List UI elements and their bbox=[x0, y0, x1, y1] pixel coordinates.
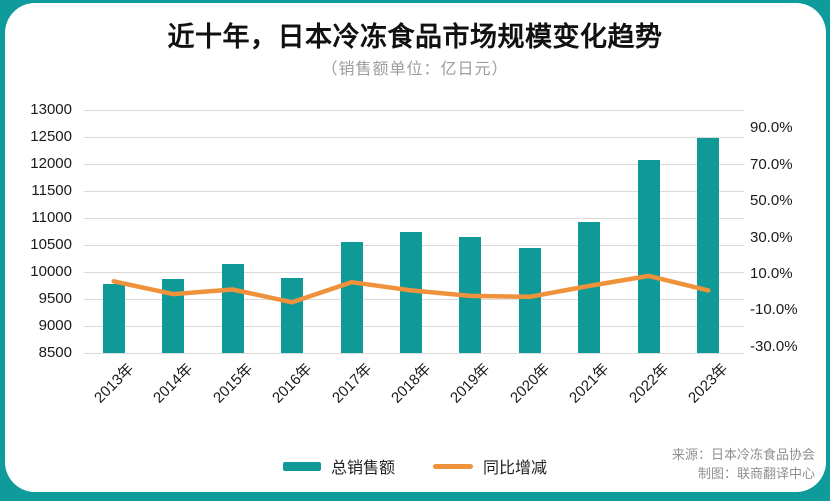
bar-2015年 bbox=[221, 263, 244, 353]
y-left-tick-label: 13000 bbox=[30, 101, 72, 118]
y-left-tick-label: 10500 bbox=[30, 236, 72, 253]
gridline bbox=[84, 190, 744, 192]
source-credit: 来源：日本冷冻食品协会 制图：联商翻译中心 bbox=[672, 445, 815, 483]
bar-2017年 bbox=[340, 241, 363, 353]
gridline bbox=[84, 109, 744, 111]
y-right-tick-label: -10.0% bbox=[750, 301, 798, 319]
legend: 总销售额 同比增减 bbox=[0, 454, 830, 478]
y-right-tick-label: 30.0% bbox=[750, 228, 793, 246]
legend-bar-swatch bbox=[282, 461, 321, 471]
gridline bbox=[84, 163, 744, 165]
y-right-tick-label: -30.0% bbox=[750, 337, 798, 355]
page-title: 近十年，日本冷冻食品市场规模变化趋势 bbox=[167, 22, 663, 52]
y-right-tick-label: 70.0% bbox=[750, 155, 793, 173]
legend-bar-label: 总销售额 bbox=[330, 460, 395, 477]
y-left-tick-label: 12500 bbox=[30, 128, 72, 145]
y-right-tick-label: 90.0% bbox=[750, 119, 793, 137]
y-left-tick-label: 9500 bbox=[38, 290, 72, 307]
gridline bbox=[84, 217, 744, 219]
gridline bbox=[84, 136, 744, 138]
y-left-tick-label: 11500 bbox=[31, 182, 72, 199]
yoy-line bbox=[111, 273, 711, 305]
y-left-tick-label: 9000 bbox=[38, 317, 72, 334]
y-left-tick-label: 8500 bbox=[38, 344, 72, 361]
bar-2016年 bbox=[281, 277, 304, 353]
gridline bbox=[84, 352, 744, 354]
legend-line-label: 同比增减 bbox=[483, 460, 548, 477]
bar-2013年 bbox=[102, 284, 125, 353]
y-left-tick-label: 10000 bbox=[30, 263, 72, 280]
y-right-tick-label: 10.0% bbox=[750, 265, 793, 283]
bar-2020年 bbox=[518, 247, 541, 353]
credit-line: 制图：联商翻译中心 bbox=[697, 466, 815, 481]
y-right-tick-label: 50.0% bbox=[750, 192, 793, 210]
legend-line-swatch bbox=[433, 463, 473, 469]
bar-2014年 bbox=[162, 279, 185, 353]
page-subtitle: （销售额单位：亿日元） bbox=[321, 61, 509, 78]
bar-2022年 bbox=[637, 160, 660, 353]
y-left-tick-label: 11000 bbox=[31, 209, 72, 226]
source-line: 来源：日本冷冻食品协会 bbox=[671, 447, 815, 462]
y-left-tick-label: 12000 bbox=[30, 155, 72, 172]
bar-2023年 bbox=[697, 137, 720, 353]
